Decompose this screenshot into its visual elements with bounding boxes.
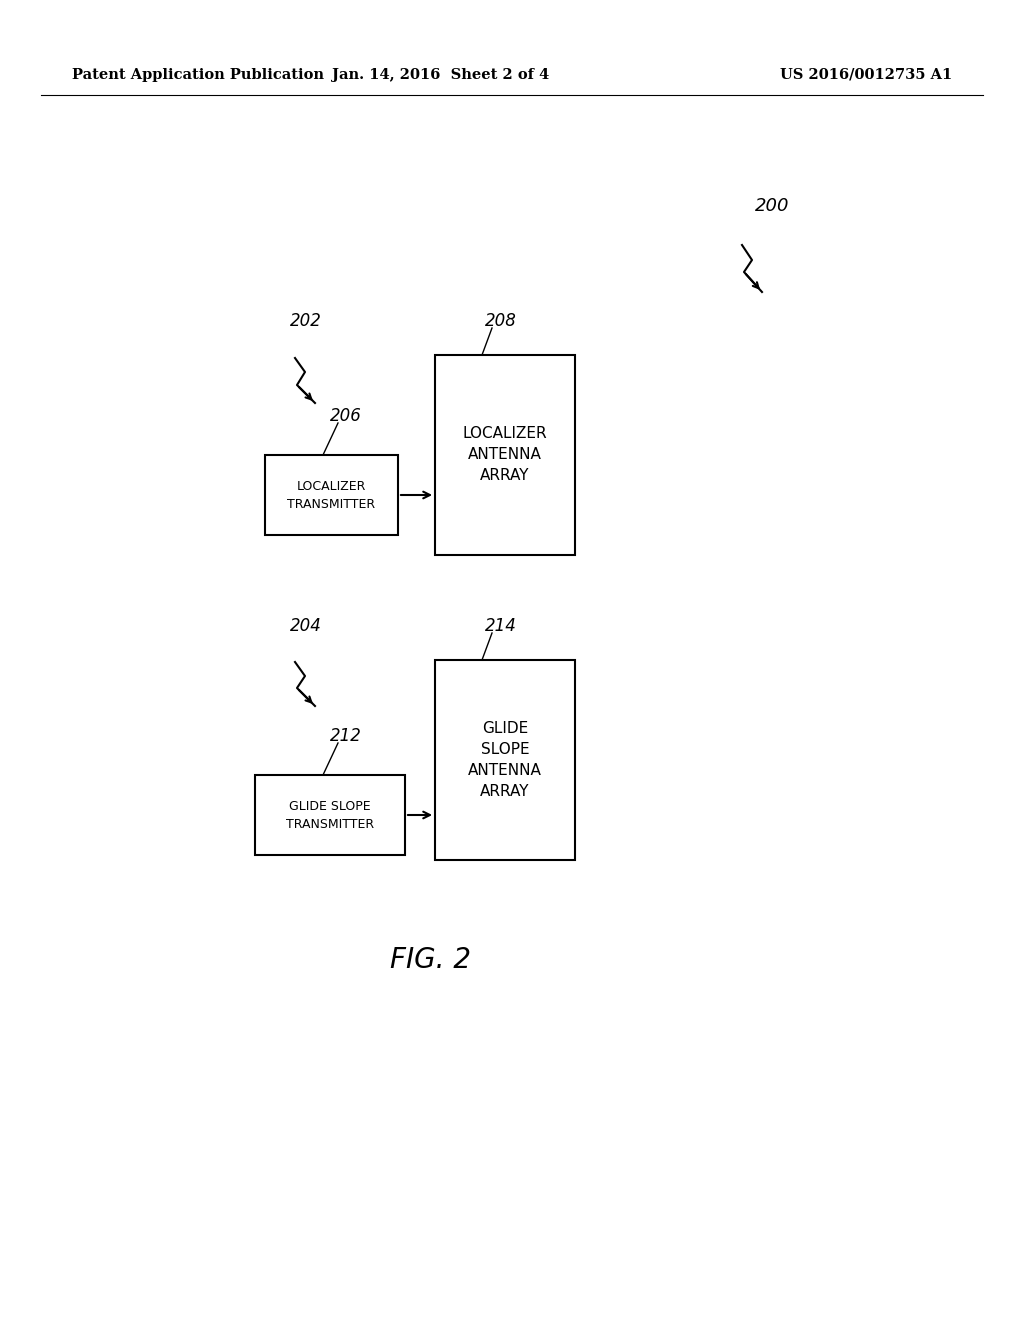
- Text: GLIDE SLOPE
TRANSMITTER: GLIDE SLOPE TRANSMITTER: [286, 800, 374, 830]
- Text: 202: 202: [290, 312, 322, 330]
- FancyBboxPatch shape: [435, 660, 575, 861]
- Text: 200: 200: [755, 197, 790, 215]
- FancyBboxPatch shape: [255, 775, 406, 855]
- Text: Patent Application Publication: Patent Application Publication: [72, 69, 324, 82]
- Text: 214: 214: [485, 616, 517, 635]
- Text: LOCALIZER
TRANSMITTER: LOCALIZER TRANSMITTER: [288, 479, 376, 511]
- Text: 204: 204: [290, 616, 322, 635]
- Text: GLIDE
SLOPE
ANTENNA
ARRAY: GLIDE SLOPE ANTENNA ARRAY: [468, 721, 542, 799]
- Text: LOCALIZER
ANTENNA
ARRAY: LOCALIZER ANTENNA ARRAY: [463, 426, 547, 483]
- FancyBboxPatch shape: [435, 355, 575, 554]
- Text: 206: 206: [330, 407, 361, 425]
- FancyBboxPatch shape: [265, 455, 398, 535]
- Text: 212: 212: [330, 727, 361, 744]
- Text: US 2016/0012735 A1: US 2016/0012735 A1: [780, 69, 952, 82]
- Text: FIG. 2: FIG. 2: [389, 946, 470, 974]
- Text: Jan. 14, 2016  Sheet 2 of 4: Jan. 14, 2016 Sheet 2 of 4: [332, 69, 549, 82]
- Text: 208: 208: [485, 312, 517, 330]
